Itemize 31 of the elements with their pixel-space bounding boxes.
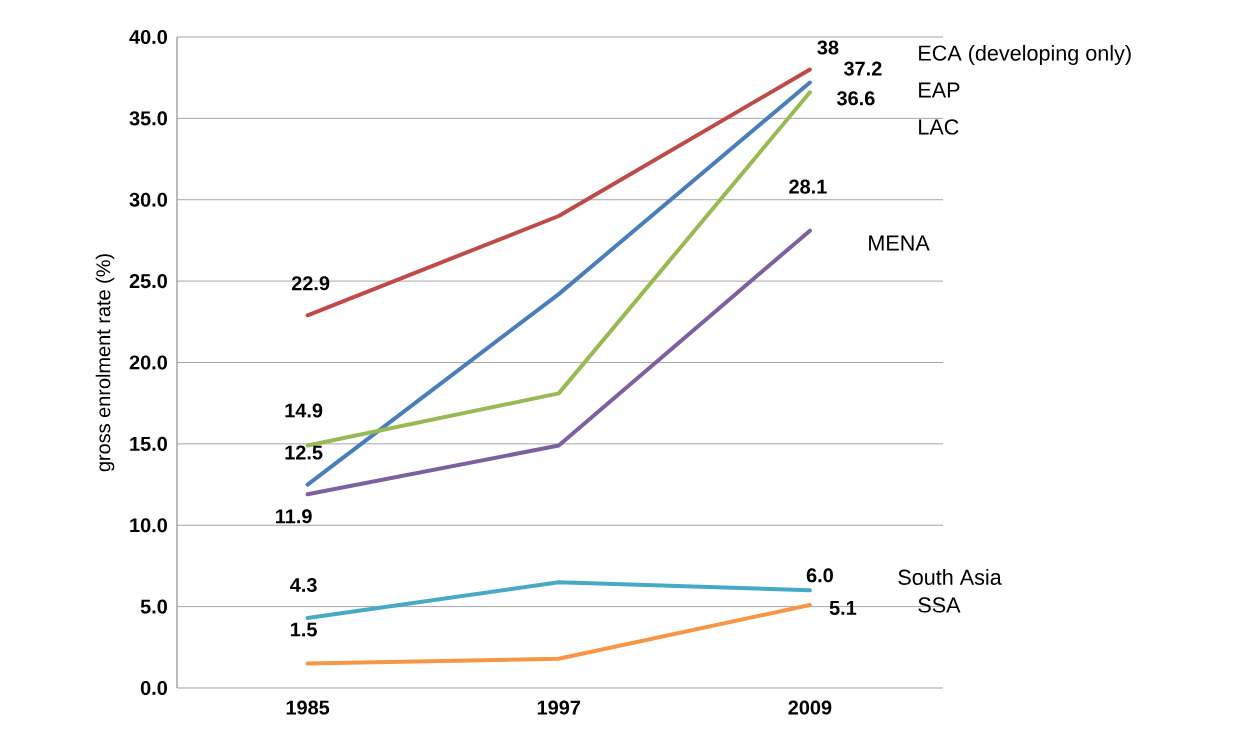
- data-label: 1.5: [291, 622, 317, 637]
- y-tick-label: 35.0: [129, 111, 167, 126]
- data-label: 11.9: [276, 509, 312, 524]
- data-label: 6.0: [806, 568, 833, 583]
- data-label: 12.5: [285, 445, 323, 460]
- y-tick-label: 15.0: [130, 436, 167, 451]
- data-label: 37.2: [843, 61, 882, 76]
- data-label: 22.9: [291, 276, 330, 291]
- text: LAC: [919, 119, 959, 135]
- data-label: 14.9: [285, 403, 323, 418]
- text: EAP: [919, 82, 960, 98]
- text: South Asia: [898, 569, 1002, 585]
- data-label: 36.6: [836, 91, 875, 106]
- y-tick-label: 5.0: [140, 599, 167, 614]
- y-tick-label: 25.0: [129, 274, 167, 289]
- y-tick-label: 0.0: [140, 680, 167, 696]
- y-tick-label: 20.0: [129, 355, 167, 370]
- text: MENA: [869, 235, 930, 251]
- data-label: 28.1: [789, 179, 827, 194]
- text: ECA (developing only): [919, 44, 1131, 66]
- y-axis-title: gross enrolment rate (%): [95, 254, 115, 472]
- data-label: 38: [817, 40, 839, 55]
- data-label: 5.1: [829, 601, 857, 615]
- y-tick-label: 30.0: [129, 192, 167, 207]
- y-tick-label: 10.0: [130, 518, 167, 533]
- x-tick-label: 2009: [788, 700, 832, 715]
- data-label: 4.3: [290, 577, 317, 593]
- text: SSA: [918, 597, 961, 613]
- x-tick-label: 1997: [537, 700, 581, 715]
- x-tick-label: 1985: [286, 700, 330, 715]
- y-tick-label: 40.0: [129, 29, 167, 45]
